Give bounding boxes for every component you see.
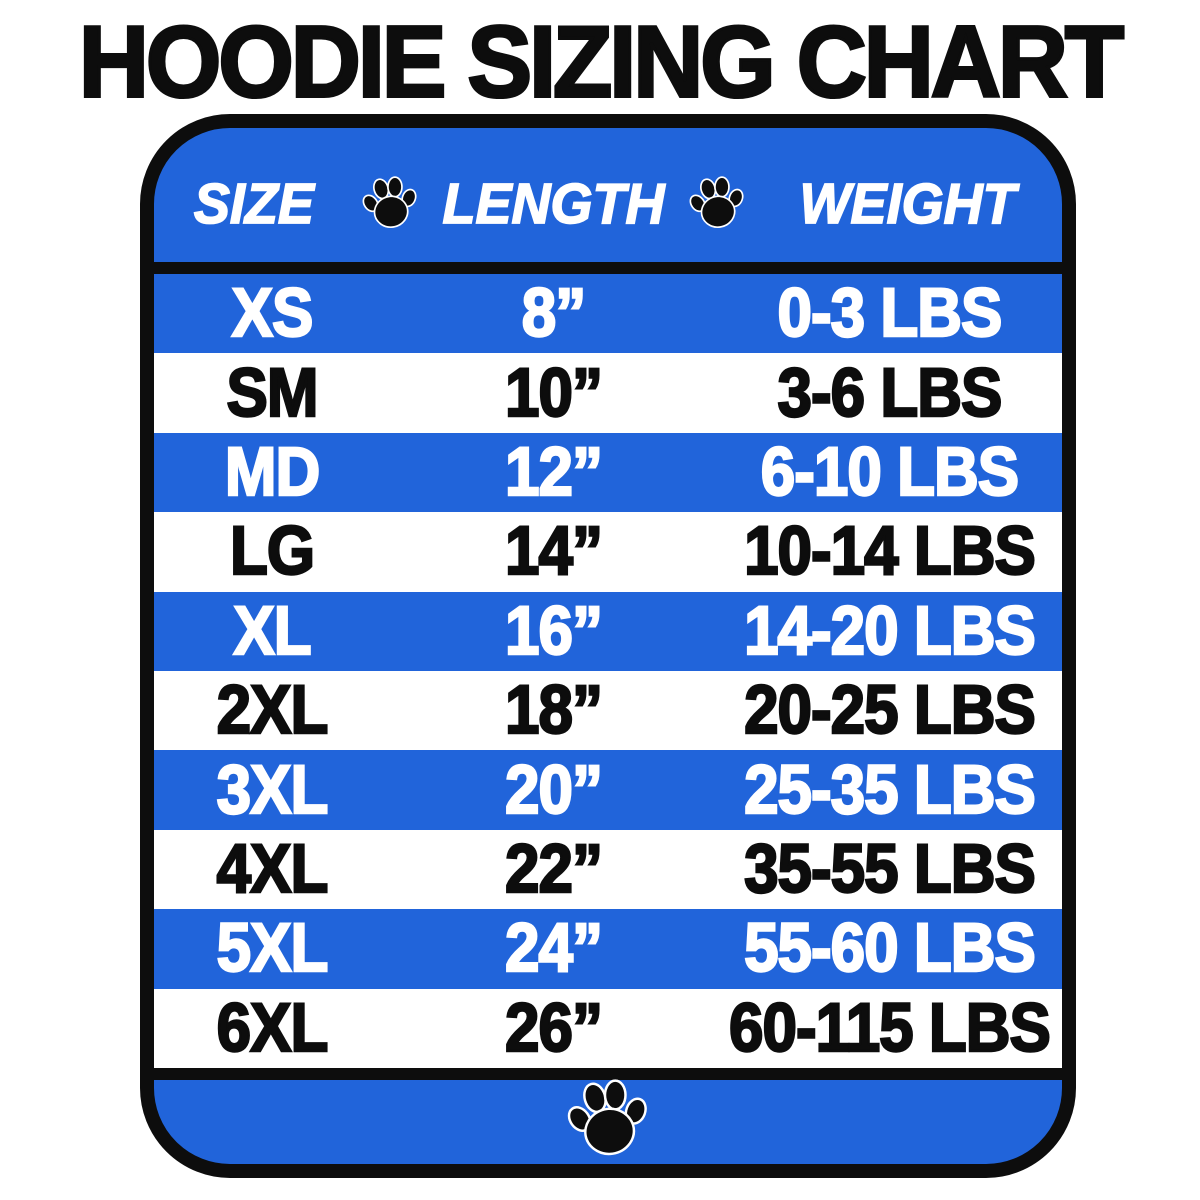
column-header-length: LENGTH — [442, 172, 666, 237]
weight-cell: 35-55 LBS — [743, 830, 1037, 908]
column-header-size: SIZE — [193, 172, 315, 237]
table-row: XL 16” 14-20 LBS — [154, 591, 1062, 672]
table-row: 6XL 26” 60-115 LBS — [154, 988, 1062, 1069]
length-cell: 14” — [504, 513, 604, 591]
header-divider — [154, 262, 1062, 274]
table-header: SIZE LENGTH WEIGHT — [154, 128, 1062, 262]
footer-divider — [154, 1068, 1062, 1080]
size-cell: XL — [232, 592, 312, 670]
weight-cell: 20-25 LBS — [743, 672, 1037, 750]
size-cell: 5XL — [216, 910, 330, 988]
weight-cell: 0-3 LBS — [776, 275, 1003, 353]
length-cell: 24” — [504, 910, 604, 988]
paw-icon — [685, 172, 748, 235]
weight-cell: 14-20 LBS — [743, 592, 1037, 670]
sizing-card: SIZE LENGTH WEIGHT XS 8” 0-3 LBS SM 10” … — [140, 114, 1076, 1178]
size-cell: 2XL — [216, 672, 330, 750]
table-row: LG 14” 10-14 LBS — [154, 512, 1062, 592]
length-cell: 10” — [504, 354, 604, 432]
size-cell: 3XL — [216, 751, 330, 829]
table-footer — [154, 1080, 1062, 1164]
weight-cell: 6-10 LBS — [760, 433, 1021, 511]
length-cell: 26” — [504, 989, 604, 1067]
size-cell: XS — [231, 275, 315, 353]
table-row: 2XL 18” 20-25 LBS — [154, 671, 1062, 751]
table-row: MD 12” 6-10 LBS — [154, 432, 1062, 513]
table-row: SM 10” 3-6 LBS — [154, 353, 1062, 433]
table-row: 5XL 24” 55-60 LBS — [154, 909, 1062, 989]
length-cell: 8” — [521, 275, 588, 353]
length-cell: 22” — [504, 830, 604, 908]
length-cell: 12” — [504, 433, 604, 511]
weight-cell: 3-6 LBS — [776, 354, 1003, 432]
size-cell: MD — [224, 433, 322, 511]
weight-cell: 10-14 LBS — [743, 513, 1037, 591]
page-title: HOODIE SIZING CHART — [77, 3, 1125, 119]
size-cell: LG — [229, 513, 316, 591]
table-body: XS 8” 0-3 LBS SM 10” 3-6 LBS MD 12” 6-10… — [154, 274, 1062, 1069]
table-row: 3XL 20” 25-35 LBS — [154, 750, 1062, 830]
column-header-weight: WEIGHT — [799, 172, 1017, 237]
weight-cell: 55-60 LBS — [743, 910, 1037, 988]
weight-cell: 60-115 LBS — [728, 989, 1052, 1067]
paw-icon — [358, 172, 421, 235]
length-cell: 16” — [504, 592, 604, 670]
table-row: XS 8” 0-3 LBS — [154, 274, 1062, 354]
length-cell: 20” — [504, 751, 604, 829]
table-row: 4XL 22” 35-55 LBS — [154, 829, 1062, 910]
paw-icon — [562, 1074, 655, 1167]
size-cell: SM — [225, 354, 319, 432]
size-cell: 4XL — [216, 830, 330, 908]
length-cell: 18” — [504, 672, 604, 750]
size-cell: 6XL — [216, 989, 330, 1067]
weight-cell: 25-35 LBS — [743, 751, 1037, 829]
